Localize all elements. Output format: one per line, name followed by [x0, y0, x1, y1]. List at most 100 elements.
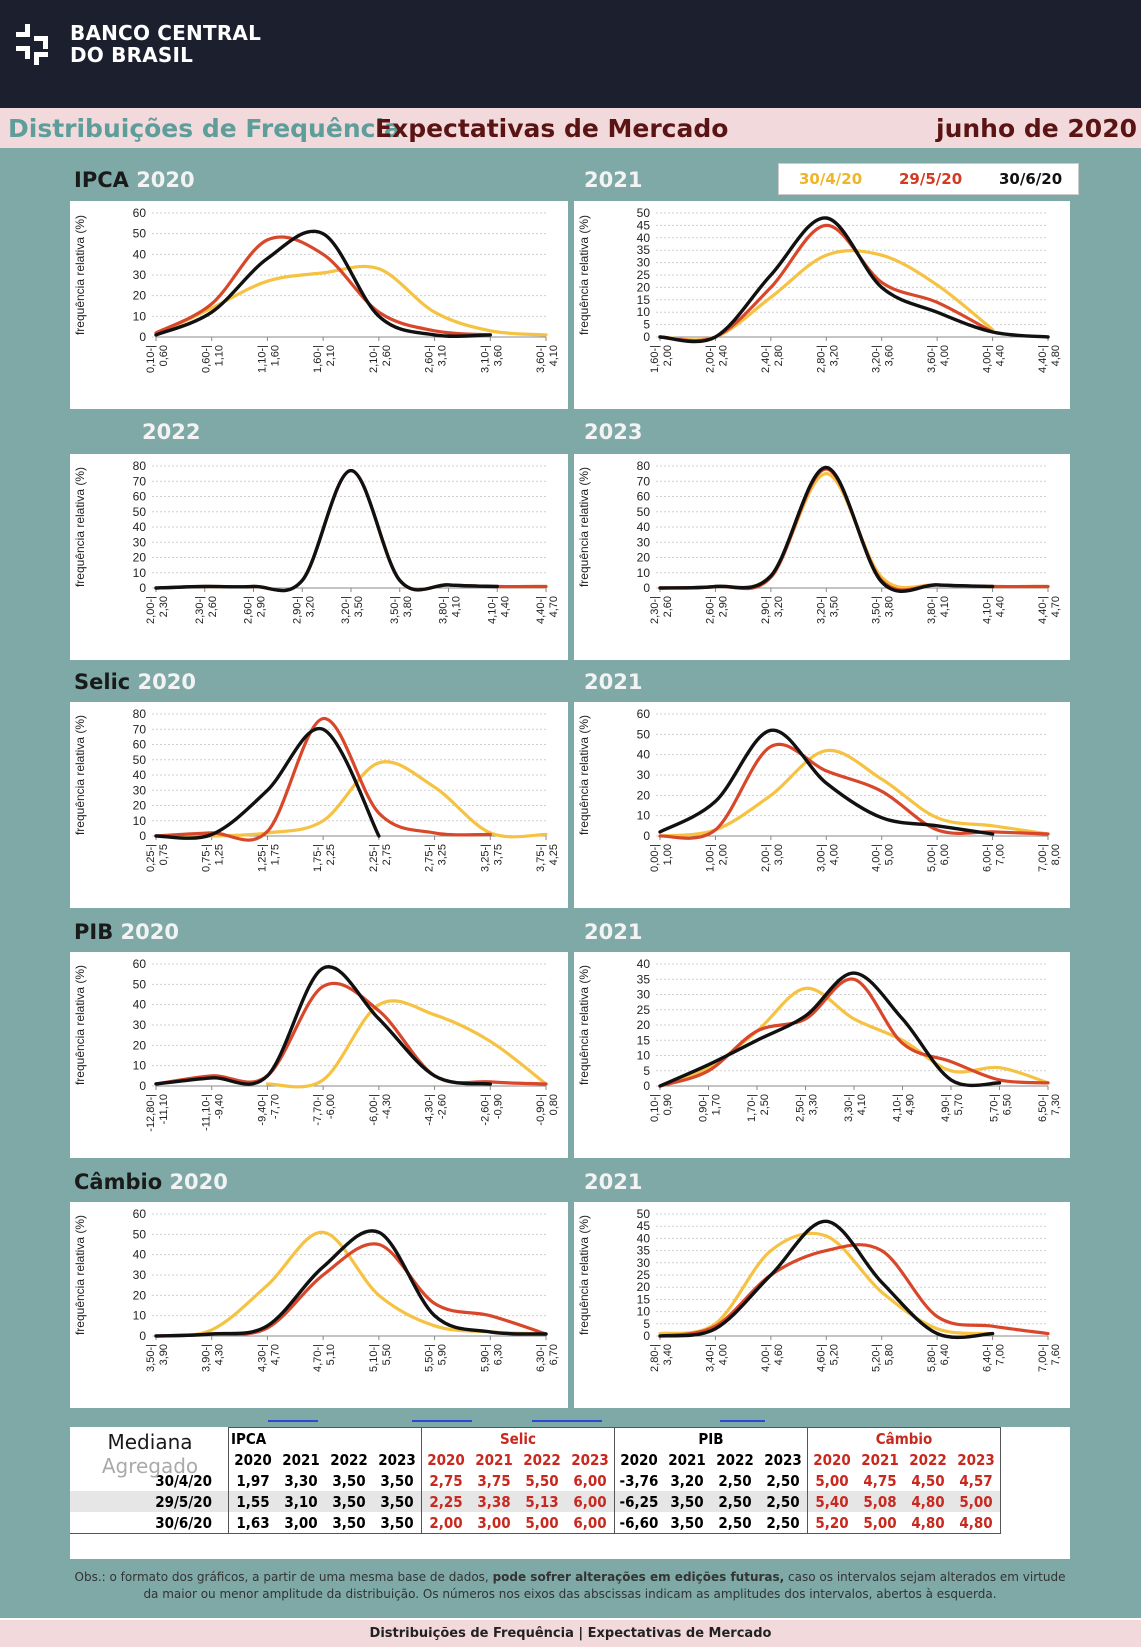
x-tick-from: 4,10-| [486, 596, 498, 624]
y-tick-label: 0 [139, 1079, 146, 1093]
y-tick-label: 10 [637, 1049, 651, 1063]
x-tick-to: 1,25 [214, 844, 226, 865]
x-tick-label: 4,00-| 4,60 [760, 1344, 785, 1372]
x-tick-from: 4,70-| [312, 1344, 324, 1372]
x-tick-to: 4,10 [548, 345, 560, 366]
y-tick-label: 0 [139, 330, 146, 344]
obs-prefix: Obs.: o formato dos gráficos, a partir d… [74, 1570, 489, 1584]
median-value: 5,40 [807, 1491, 856, 1512]
x-tick-label: 3,75-| 4,25 [535, 844, 560, 872]
x-tick-label: 3,90-| 4,30 [201, 1344, 226, 1372]
x-tick-from: -11,10-| [201, 1094, 213, 1131]
x-tick-to: 1,70 [711, 1094, 723, 1115]
y-tick-label: 20 [133, 1288, 147, 1302]
x-tick-label: 6,30-| 6,70 [535, 1344, 560, 1372]
series-line-30-4-20 [658, 1231, 995, 1336]
x-tick-label: 2,00-| 2,40 [704, 345, 729, 373]
chart-background [574, 702, 1070, 908]
median-row: 29/5/20 1,55 3,10 3,50 3,50 2,25 3,38 5,13 6,00-… [70, 1491, 1001, 1512]
group-header-selic: Selic [421, 1427, 615, 1449]
x-tick-to: 6,70 [548, 1344, 560, 1365]
x-tick-label: 4,60-| 5,20 [815, 1344, 840, 1372]
x-tick-label: 2,00-| 2,30 [145, 596, 170, 624]
title-bar [0, 108, 1141, 148]
y-tick-label: 0 [643, 581, 650, 595]
x-tick-label: 2,60-| 3,10 [424, 345, 449, 373]
median-value: -3,76 [614, 1470, 663, 1491]
x-tick-label: 3,50-| 3,90 [145, 1344, 170, 1372]
x-tick-to: 7,00 [995, 1344, 1007, 1365]
x-tick-to: 4,10 [939, 596, 951, 617]
y-axis-label: frequência relativa (%) [73, 215, 87, 335]
x-tick-label: 2,10-| 2,60 [368, 345, 393, 373]
y-tick-label: 50 [637, 727, 651, 741]
x-tick-from: 2,50-| [795, 1094, 807, 1122]
x-tick-from: 3,20-| [871, 345, 883, 373]
x-tick-to: 3,60 [884, 345, 896, 366]
y-tick-label: 60 [133, 490, 147, 504]
y-tick-label: 70 [133, 474, 147, 488]
logo-text: BANCO CENTRAL DO BRASIL [70, 22, 261, 66]
x-tick-to: 7,30 [1050, 1094, 1062, 1115]
y-tick-label: 60 [133, 957, 147, 971]
y-tick-label: 40 [133, 247, 147, 261]
median-value: 3,38 [477, 1492, 511, 1511]
y-tick-label: 30 [133, 1018, 147, 1032]
label-year: 2020 [137, 670, 196, 694]
x-tick-from: 3,75-| [535, 844, 547, 872]
label-ipca-2021: 2021 [584, 168, 642, 192]
x-tick-label: 2,90-| 3,20 [291, 596, 316, 624]
year-header: 2023 [952, 1449, 1001, 1470]
x-tick-to: 4,40 [995, 345, 1007, 366]
x-tick-label: 4,10-| 4,90 [892, 1094, 917, 1122]
y-tick-label: 50 [637, 505, 651, 519]
year-header: 2020 [421, 1449, 470, 1470]
x-tick-from: -2,60-| [479, 1094, 491, 1126]
x-tick-label: -6,00-| -4,30 [368, 1094, 393, 1126]
group-header-cambio: Câmbio [807, 1427, 1001, 1449]
y-tick-label: 20 [637, 280, 651, 294]
x-tick-to: -0,90 [492, 1094, 504, 1119]
page-date: junho de 2020 [936, 114, 1137, 143]
x-tick-label: 4,10-| 4,40 [486, 596, 511, 624]
y-tick-label: 35 [637, 972, 651, 986]
year-header: 2020 [614, 1449, 663, 1470]
y-tick-label: 20 [637, 1280, 651, 1294]
series-line-30-6-20 [154, 229, 492, 338]
x-tick-to: 2,90 [717, 596, 729, 617]
x-tick-from: 4,40-| [1037, 345, 1049, 373]
x-tick-label: 2,30-| 2,60 [194, 596, 219, 624]
x-tick-from: 2,30-| [194, 596, 206, 624]
x-tick-to: 6,40 [939, 1344, 951, 1365]
median-value: -6,25 [614, 1491, 663, 1512]
x-tick-to: 2,50 [759, 1094, 771, 1115]
median-value: 3,50 [663, 1512, 711, 1534]
x-tick-to: 7,60 [1050, 1344, 1062, 1365]
x-tick-to: 2,10 [325, 345, 337, 366]
x-tick-from: 7,00-| [1037, 844, 1049, 872]
x-tick-to: 4,10 [856, 1094, 868, 1115]
x-tick-from: 3,80-| [438, 596, 450, 624]
x-tick-from: 7,00-| [1037, 1344, 1049, 1372]
x-tick-to: 6,50 [1002, 1094, 1014, 1115]
y-tick-label: 20 [637, 1018, 651, 1032]
x-tick-label: 3,20-| 3,60 [871, 345, 896, 373]
y-tick-label: 70 [637, 474, 651, 488]
x-tick-label: -12,80-| -11,10 [145, 1094, 170, 1132]
x-tick-label: 4,00-| 4,40 [982, 345, 1007, 373]
y-tick-label: 10 [133, 1059, 147, 1073]
x-tick-label: 4,40-| 4,70 [535, 596, 560, 624]
y-axis-label: frequência relativa (%) [73, 715, 87, 835]
series-line-30-6-20 [154, 965, 492, 1086]
y-tick-label: 0 [139, 1329, 146, 1343]
chart-background [70, 201, 568, 409]
median-title: Mediana Agregado [70, 1430, 230, 1478]
chart-ipca-2020: 0 10 20 30 40 50 60 frequência relativa (%) 0,10… [70, 201, 568, 409]
x-tick-label: -2,60-| -0,90 [479, 1094, 504, 1126]
x-tick-label: -11,10-| -9,40 [201, 1094, 226, 1131]
x-tick-from: 4,00-| [871, 844, 883, 872]
x-tick-to: 3,40 [662, 1344, 674, 1365]
label-year: 2020 [136, 168, 195, 192]
